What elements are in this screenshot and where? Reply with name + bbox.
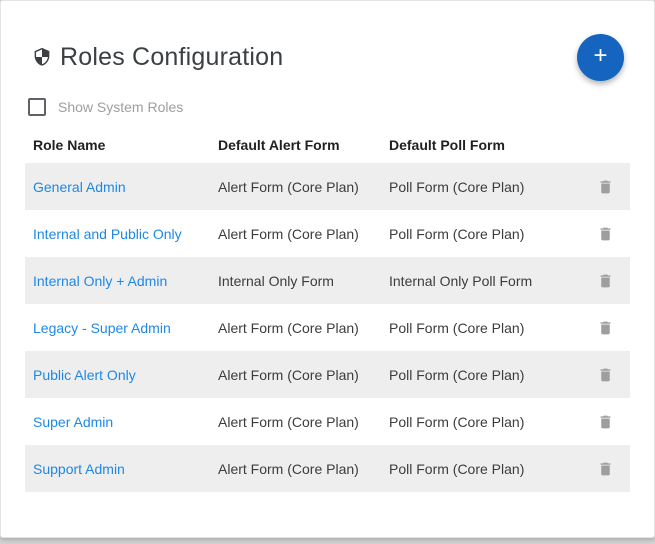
role-name-link[interactable]: General Admin bbox=[33, 178, 126, 195]
cell-default-alert-form: Alert Form (Core Plan) bbox=[218, 178, 359, 195]
add-role-button[interactable]: + bbox=[577, 33, 624, 81]
delete-role-button[interactable] bbox=[593, 315, 618, 341]
delete-role-button[interactable] bbox=[593, 456, 618, 482]
table-row: Super Admin Alert Form (Core Plan) Poll … bbox=[25, 398, 630, 445]
cell-default-poll-form: Poll Form (Core Plan) bbox=[389, 225, 525, 242]
filter-row: Show System Roles bbox=[28, 98, 654, 116]
card-header: Roles Configuration + bbox=[32, 33, 624, 81]
role-name-link[interactable]: Super Admin bbox=[33, 413, 114, 430]
trash-icon bbox=[600, 274, 611, 287]
show-system-roles-checkbox[interactable] bbox=[28, 98, 46, 116]
cell-default-poll-form: Poll Form (Core Plan) bbox=[389, 413, 525, 430]
trash-icon bbox=[600, 180, 611, 193]
cell-default-poll-form: Internal Only Poll Form bbox=[389, 272, 533, 289]
cell-default-alert-form: Internal Only Form bbox=[218, 272, 334, 289]
column-header-default-alert-form: Default Alert Form bbox=[218, 136, 340, 153]
role-name-link[interactable]: Internal Only + Admin bbox=[33, 272, 168, 289]
shield-icon bbox=[34, 47, 50, 66]
trash-icon bbox=[600, 227, 611, 240]
show-system-roles-label[interactable]: Show System Roles bbox=[58, 99, 184, 115]
cell-default-alert-form: Alert Form (Core Plan) bbox=[218, 413, 359, 430]
cell-default-alert-form: Alert Form (Core Plan) bbox=[218, 319, 359, 336]
trash-icon bbox=[600, 462, 611, 475]
cell-default-poll-form: Poll Form (Core Plan) bbox=[389, 366, 525, 383]
cell-default-alert-form: Alert Form (Core Plan) bbox=[218, 225, 359, 242]
delete-role-button[interactable] bbox=[593, 221, 618, 247]
delete-role-button[interactable] bbox=[593, 409, 618, 435]
table-row: General Admin Alert Form (Core Plan) Pol… bbox=[25, 163, 630, 210]
cell-default-poll-form: Poll Form (Core Plan) bbox=[389, 178, 525, 195]
trash-icon bbox=[600, 368, 611, 381]
table-row: Support Admin Alert Form (Core Plan) Pol… bbox=[25, 445, 630, 492]
delete-role-button[interactable] bbox=[593, 174, 618, 200]
table-header-row: Role Name Default Alert Form Default Pol… bbox=[25, 126, 630, 163]
cell-default-alert-form: Alert Form (Core Plan) bbox=[218, 460, 359, 477]
page-title: Roles Configuration bbox=[60, 42, 284, 71]
column-header-default-poll-form: Default Poll Form bbox=[389, 136, 505, 153]
cell-default-poll-form: Poll Form (Core Plan) bbox=[389, 319, 525, 336]
role-name-link[interactable]: Public Alert Only bbox=[33, 366, 136, 383]
cell-default-poll-form: Poll Form (Core Plan) bbox=[389, 460, 525, 477]
table-row: Internal Only + Admin Internal Only Form… bbox=[25, 257, 630, 304]
table-row: Legacy - Super Admin Alert Form (Core Pl… bbox=[25, 304, 630, 351]
table-row: Public Alert Only Alert Form (Core Plan)… bbox=[25, 351, 630, 398]
plus-icon: + bbox=[593, 42, 608, 69]
role-name-link[interactable]: Legacy - Super Admin bbox=[33, 319, 171, 336]
table-row: Internal and Public Only Alert Form (Cor… bbox=[25, 210, 630, 257]
column-header-role-name: Role Name bbox=[33, 136, 106, 153]
trash-icon bbox=[600, 415, 611, 428]
delete-role-button[interactable] bbox=[593, 362, 618, 388]
table-body: General Admin Alert Form (Core Plan) Pol… bbox=[25, 163, 630, 492]
delete-role-button[interactable] bbox=[593, 268, 618, 294]
roles-table: Role Name Default Alert Form Default Pol… bbox=[25, 126, 630, 492]
cell-default-alert-form: Alert Form (Core Plan) bbox=[218, 366, 359, 383]
trash-icon bbox=[600, 321, 611, 334]
role-name-link[interactable]: Support Admin bbox=[33, 460, 125, 477]
title-group: Roles Configuration bbox=[32, 43, 577, 72]
role-name-link[interactable]: Internal and Public Only bbox=[33, 225, 182, 242]
